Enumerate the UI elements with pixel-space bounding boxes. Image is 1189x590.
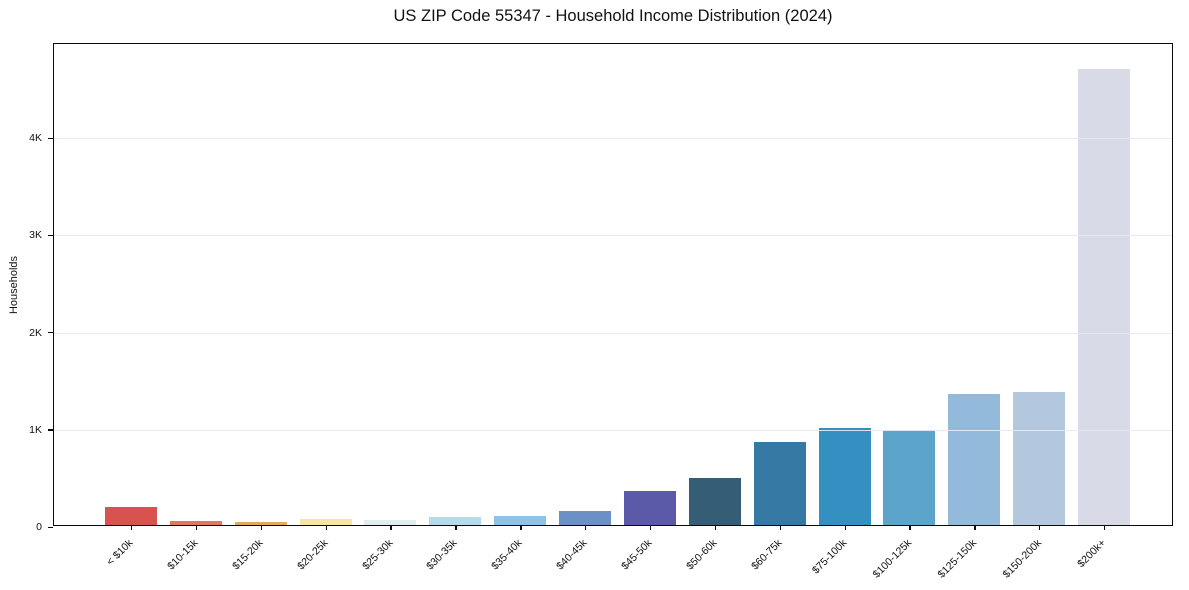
bar-200k [1078, 69, 1131, 525]
x-tick [714, 525, 717, 530]
y-tick-label: 3K [29, 229, 42, 242]
y-tick-label: 4K [29, 132, 42, 145]
bar-125-150k [948, 394, 1001, 525]
bar-35-40k [494, 516, 547, 525]
y-tick [48, 526, 53, 528]
x-tick-label: $50-60k [684, 537, 720, 573]
plot-area: < $10k $10-15k $15-20k $20-25k $25-30k $30-35… [29, 43, 1173, 581]
bar-25-30k [364, 520, 417, 525]
x-tick-label: $25-30k [359, 537, 395, 573]
x-tick [131, 525, 133, 530]
x-tick-label: < $10k [104, 537, 136, 568]
x-tick [260, 525, 263, 530]
bar-15-20k [234, 522, 287, 525]
x-tick-label: $10-15k [165, 537, 201, 573]
bar-60-75k [753, 442, 806, 525]
x-tick [909, 525, 911, 530]
bar-150-200k [1013, 392, 1066, 525]
x-tick-label: $35-40k [489, 537, 525, 573]
x-tick [195, 525, 198, 530]
chart-title: US ZIP Code 55347 - Household Income Dis… [393, 7, 833, 25]
y-tick-label: 1K [29, 423, 42, 436]
gridline-2k [54, 332, 1172, 334]
x-tick-label: $75-100k [809, 537, 850, 577]
bar-10-15k [169, 520, 222, 525]
x-tick-label: $20-25k [294, 537, 331, 573]
x-tick [1104, 525, 1106, 530]
bar-10k [105, 506, 157, 525]
y-tick-label: 0 [36, 521, 42, 533]
y-axis-label: Households [8, 255, 20, 315]
x-tick-label: $125-150k [935, 537, 979, 581]
x-tick [325, 525, 327, 530]
x-tick [649, 525, 652, 530]
gridline-3k [54, 235, 1172, 237]
x-tick-label: $60-75k [748, 537, 785, 573]
y-tick [48, 234, 53, 237]
x-tick [520, 525, 522, 530]
x-tick [974, 525, 976, 530]
x-tick-label: $15-20k [229, 537, 266, 573]
bar-50-60k [688, 478, 741, 525]
x-tick-label: $45-50k [619, 537, 655, 573]
x-tick-label: $30-35k [424, 537, 460, 573]
x-tick [1039, 525, 1041, 530]
bar-45-50k [623, 491, 676, 525]
y-tick [48, 429, 53, 431]
bar-100-125k [883, 430, 936, 525]
x-tick [779, 525, 781, 530]
bar-40-45k [559, 511, 612, 525]
gridline-4k [54, 138, 1172, 140]
bar-20-25k [299, 519, 352, 525]
y-tick [48, 137, 53, 140]
x-tick [455, 525, 457, 530]
x-tick [844, 525, 846, 530]
x-tick-label: $150-200k [1000, 537, 1044, 581]
y-tick [48, 332, 53, 334]
x-tick-label: $200k+ [1075, 537, 1109, 571]
x-tick [390, 525, 392, 530]
bar-30-35k [429, 517, 482, 525]
x-tick [585, 525, 587, 530]
x-tick-label: $40-45k [554, 537, 590, 573]
x-tick-label: $100-125k [870, 537, 914, 581]
gridline-1k [54, 429, 1172, 431]
bar-75-100k [818, 427, 871, 525]
y-tick-label: 2K [29, 326, 42, 339]
